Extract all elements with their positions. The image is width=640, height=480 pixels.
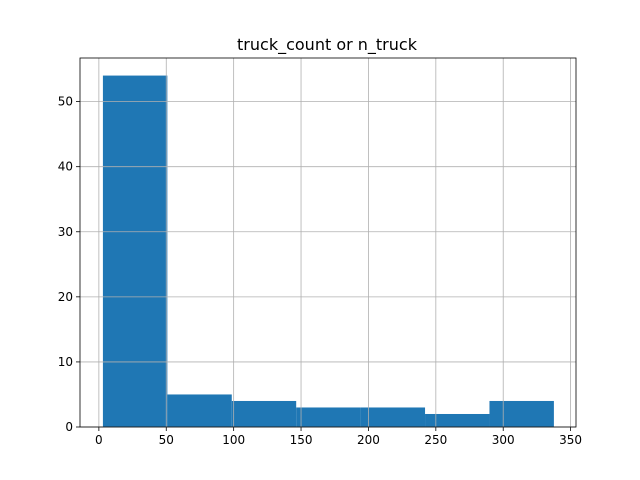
- y-tick-label: 50: [58, 95, 73, 109]
- histogram-bar: [425, 413, 490, 427]
- x-tick-label: 150: [290, 433, 313, 447]
- y-tick-label: 10: [58, 355, 73, 369]
- x-tick-label: 0: [95, 433, 103, 447]
- y-tick-label: 40: [58, 160, 73, 174]
- axes: [79, 57, 577, 428]
- histogram-bar: [360, 407, 426, 427]
- x-axis-ticks: 0 50 100 150 200 250 300 350: [95, 427, 582, 447]
- x-tick-label: 50: [159, 433, 174, 447]
- histogram-bar: [489, 400, 554, 427]
- histogram-bar: [296, 407, 361, 427]
- y-axis-ticks: 0 10 20 30 40 50: [58, 95, 80, 434]
- x-tick-label: 250: [424, 433, 447, 447]
- x-tick-label: 200: [357, 433, 380, 447]
- histogram-bar: [102, 75, 168, 428]
- axes-frame: [79, 57, 577, 428]
- chart-title: truck_count or n_truck: [237, 35, 418, 55]
- histogram-bar: [167, 394, 232, 427]
- x-tick-label: 100: [222, 433, 245, 447]
- histogram-bars: [102, 75, 554, 428]
- y-tick-label: 20: [58, 290, 73, 304]
- y-tick-label: 30: [58, 225, 73, 239]
- histogram-bar: [231, 400, 297, 427]
- x-tick-label: 300: [492, 433, 515, 447]
- x-tick-label: 350: [559, 433, 582, 447]
- y-tick-label: 0: [65, 420, 73, 434]
